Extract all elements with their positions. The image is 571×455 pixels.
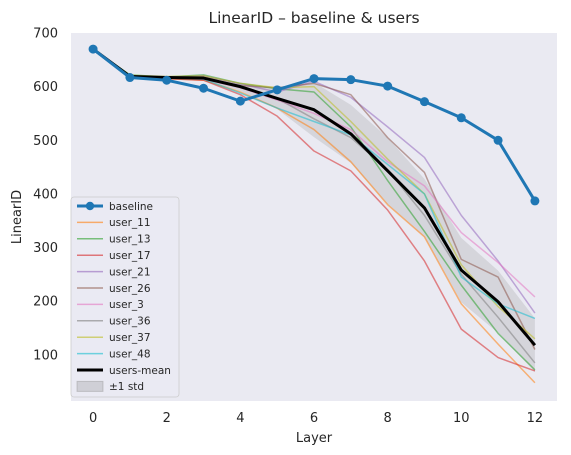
legend-label: user_11 (109, 217, 151, 229)
point-baseline-12 (530, 196, 540, 206)
legend-entry-user-21: user_21 (77, 266, 151, 278)
legend-label: ±1 std (109, 381, 144, 393)
point-baseline-1 (125, 73, 135, 83)
legend-label: users-mean (109, 365, 171, 377)
y-tick-label: 100 (33, 348, 58, 363)
legend-label: user_48 (109, 348, 151, 360)
legend-entry-users-mean: users-mean (77, 365, 171, 377)
chart-title: LinearID – baseline & users (208, 9, 419, 27)
x-tick-label: 10 (453, 411, 470, 426)
x-tick-label: 0 (89, 411, 97, 426)
point-baseline-9 (419, 97, 429, 107)
point-baseline-6 (309, 74, 319, 84)
point-baseline-11 (493, 135, 503, 145)
y-tick-label: 400 (33, 187, 58, 202)
legend-label: user_17 (109, 250, 151, 262)
legend-entry-user-11: user_11 (77, 217, 151, 229)
legend-label: user_3 (109, 299, 144, 311)
legend-entry-user-26: user_26 (77, 283, 151, 295)
legend-label: baseline (109, 201, 153, 213)
legend-entry-user-36: user_36 (77, 316, 151, 328)
legend-marker (85, 201, 95, 211)
legend-entry-1-std: ±1 std (76, 380, 144, 393)
y-tick-label: 500 (33, 134, 58, 149)
legend-entry-user-17: user_17 (77, 250, 151, 262)
x-tick-label: 6 (310, 411, 318, 426)
x-tick-label: 2 (163, 411, 171, 426)
x-tick-label: 4 (236, 411, 244, 426)
legend-entry-user-3: user_3 (77, 299, 144, 311)
legend-entry-baseline: baseline (77, 201, 153, 213)
x-tick-label: 12 (527, 411, 544, 426)
axis-ticks-layer: 0 2 4 6 8 10 12 100 200 300 400 500 600 700 (33, 27, 543, 427)
point-baseline-5 (272, 85, 282, 95)
y-tick-label: 200 (33, 295, 58, 310)
legend-entry-user-13: user_13 (77, 234, 151, 246)
legend: baseline user_11 user_13 user_17 user_21user… (70, 196, 180, 398)
point-baseline-0 (88, 44, 98, 54)
legend-label: user_37 (109, 332, 151, 344)
legend-entry-user-48: user_48 (77, 348, 151, 360)
legend-label: user_13 (109, 234, 151, 246)
point-baseline-7 (346, 75, 356, 85)
y-tick-label: 300 (33, 241, 58, 256)
legend-entry-user-37: user_37 (77, 332, 151, 344)
legend-label: user_36 (109, 316, 151, 328)
point-baseline-8 (383, 81, 393, 91)
point-baseline-10 (456, 113, 466, 123)
legend-label: user_26 (109, 283, 151, 295)
legend-label: user_21 (109, 266, 151, 278)
legend-swatch (76, 380, 104, 392)
point-baseline-2 (162, 75, 172, 85)
legend-frame (70, 196, 180, 398)
x-tick-label: 8 (383, 411, 391, 426)
point-baseline-3 (199, 83, 209, 93)
series-lines-layer (88, 44, 540, 384)
y-axis-label: LinearID (10, 190, 25, 244)
y-tick-label: 700 (33, 27, 58, 42)
y-tick-label: 600 (33, 80, 58, 95)
point-baseline-4 (235, 96, 245, 106)
x-axis-label: Layer (296, 431, 333, 446)
